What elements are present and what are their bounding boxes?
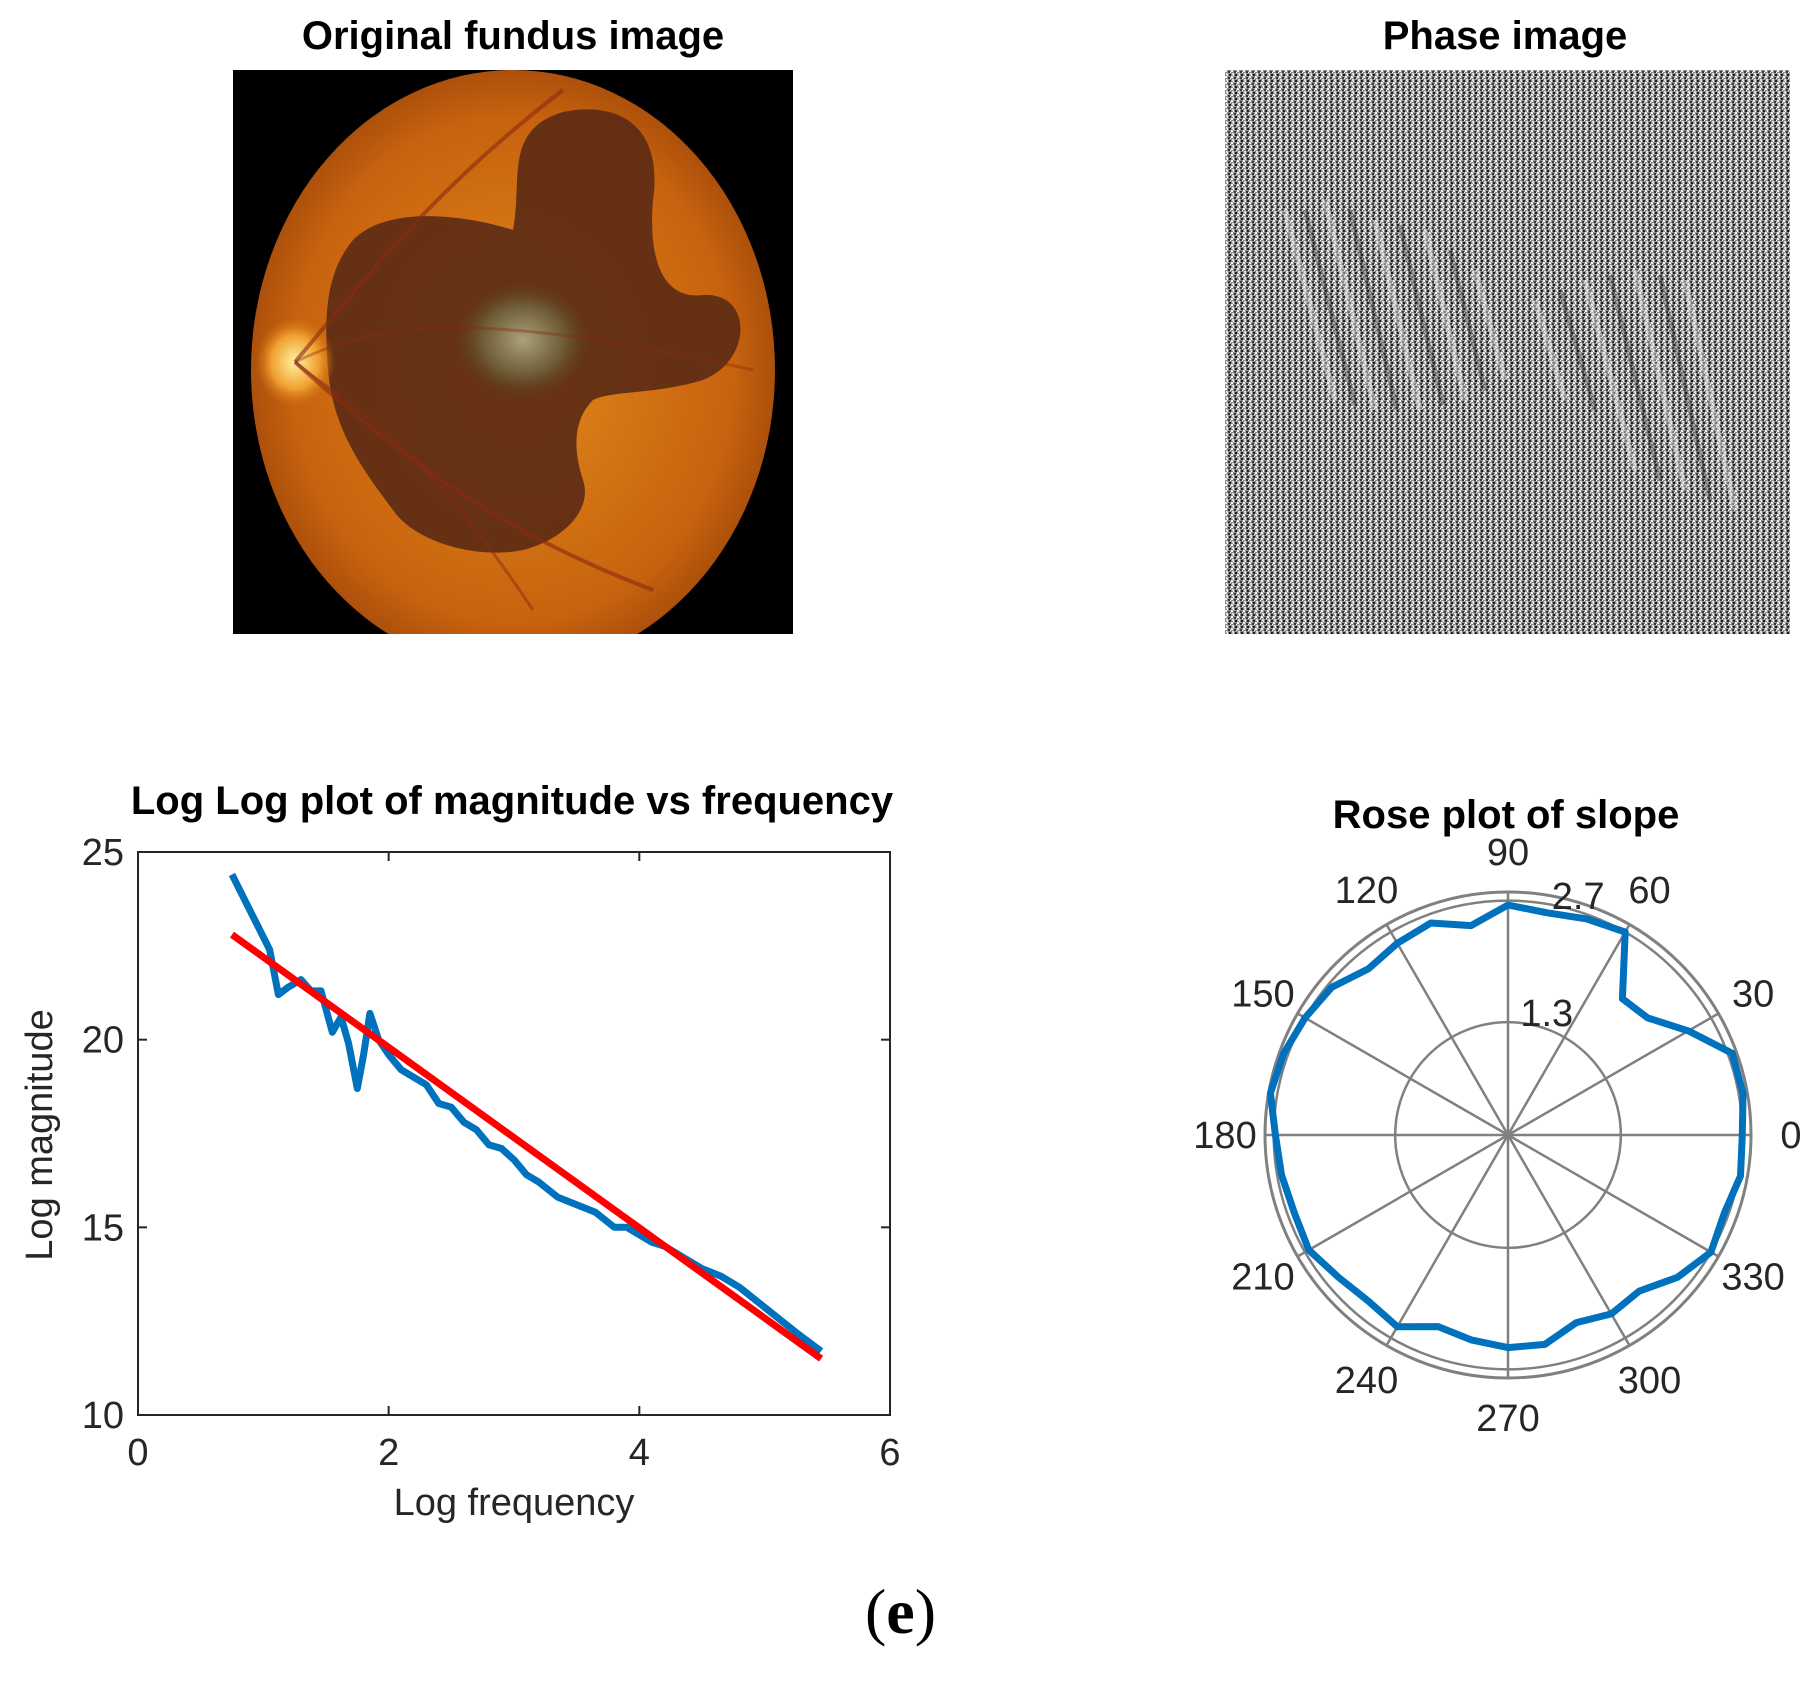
rose-angle-label: 270 [1476,1398,1539,1440]
phase-image [1225,70,1790,634]
rose-angle-label: 330 [1721,1257,1784,1299]
loglog-ytick-label: 20 [82,1020,124,1062]
rose-angle-label: 300 [1618,1360,1681,1402]
rose-angle-label: 150 [1231,974,1294,1016]
phase-title: Phase image [1382,14,1628,58]
rose-labels: 0 30 60 90 120 150 180 210 240 270 300 330 1.3 2.7 [1193,832,1800,1440]
rose-angle-label: 90 [1487,832,1529,874]
rose-angle-label: 210 [1231,1257,1294,1299]
rose-angle-label: 60 [1628,870,1670,912]
rose-spoke [1507,1133,1720,1258]
loglog-xtick-label: 2 [378,1432,399,1474]
rose-chart: Rose plot of slope 0 30 60 90 120 150 180 210 24… [1193,793,1800,1440]
loglog-chart: Log Log plot of magnitude vs frequency 0… [19,780,901,1524]
rose-spoke [1385,1134,1510,1347]
loglog-ytick-label: 25 [82,832,124,874]
loglog-xtick-label: 6 [879,1432,900,1474]
rose-title: Rose plot of slope [1333,793,1680,837]
loglog-fit-line [229,931,824,1362]
loglog-xtick-label: 0 [127,1432,148,1474]
fundus-title: Original fundus image [301,14,725,58]
rose-spoke [1506,1134,1631,1347]
caption-open: ( [864,1576,887,1647]
rose-spoke [1296,1133,1509,1258]
rose-spoke [1296,1012,1509,1137]
loglog-ytick-label: 10 [82,1395,124,1437]
rose-angle-label: 240 [1335,1360,1398,1402]
loglog-ticks: 0 2 4 6 10 15 20 25 [82,832,901,1474]
loglog-ylabel: Log magnitude [19,1009,61,1260]
rose-grid [1263,890,1753,1380]
rose-spoke [1507,1012,1720,1137]
rose-series [1266,901,1747,1352]
rose-spoke [1385,923,1510,1136]
rose-slope-line [1266,901,1747,1352]
rose-spoke [1506,923,1631,1136]
rose-angle-label: 180 [1193,1115,1256,1157]
caption-close: ) [914,1576,937,1647]
rose-radius-label: 1.3 [1520,993,1573,1035]
loglog-xtick-label: 4 [629,1432,650,1474]
phase-image-graphic [1225,70,1790,634]
loglog-title: Log Log plot of magnitude vs frequency [131,780,894,823]
caption-letter: e [886,1576,915,1647]
rose-angle-label: 0 [1780,1115,1800,1157]
fundus-image-graphic [251,70,793,634]
rose-angle-label: 120 [1335,870,1398,912]
loglog-xlabel: Log frequency [394,1482,635,1524]
figure-caption: (e) [0,1575,1801,1649]
rose-ring [1393,1020,1623,1250]
macula [453,280,593,400]
rose-outer-ring [1263,890,1753,1380]
rose-radius-label: 2.7 [1552,876,1605,918]
loglog-ytick-label: 15 [82,1207,124,1249]
loglog-series [228,872,824,1362]
fundus-image [233,70,793,634]
rose-angle-label: 30 [1732,974,1774,1016]
